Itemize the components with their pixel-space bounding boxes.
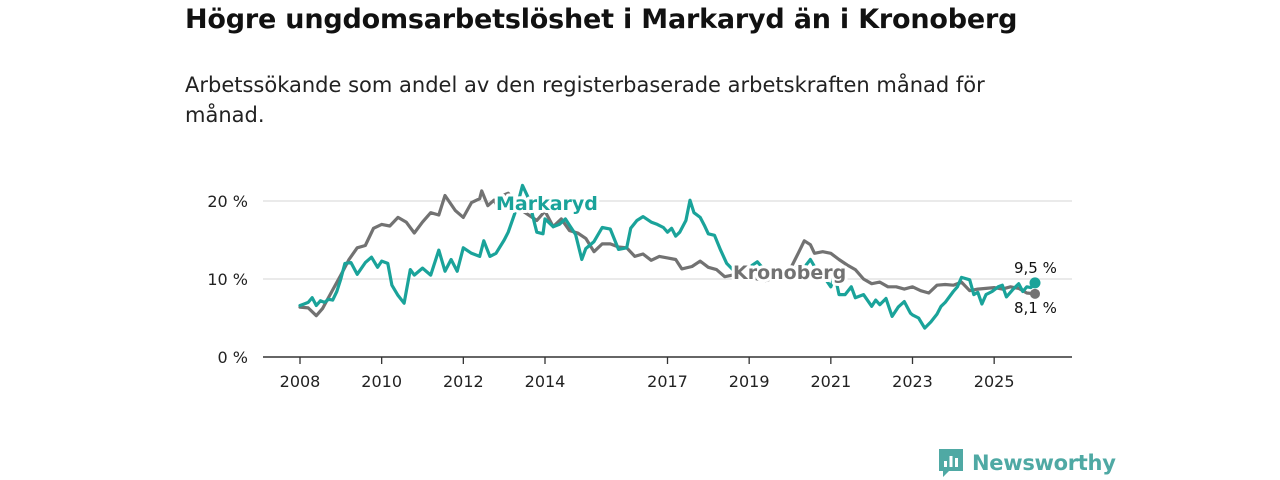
gridlines bbox=[263, 200, 1072, 280]
chart-title: Högre ungdomsarbetslöshet i Markaryd än … bbox=[185, 4, 1018, 35]
end-point-markaryd bbox=[1029, 277, 1041, 289]
x-tick-label: 2019 bbox=[729, 372, 770, 391]
x-tick-label: 2010 bbox=[361, 372, 402, 391]
brand-name: Newsworthy bbox=[972, 451, 1116, 475]
x-tick-label: 2023 bbox=[892, 372, 933, 391]
series-lines bbox=[298, 183, 1037, 330]
series-label-markaryd: Markaryd bbox=[496, 193, 598, 215]
x-tick-label: 2025 bbox=[974, 372, 1015, 391]
series-label-kronoberg: Kronoberg bbox=[733, 262, 846, 284]
x-tick-label: 2017 bbox=[647, 372, 688, 391]
x-tick-label: 2014 bbox=[525, 372, 566, 391]
newsworthy-logo: Newsworthy bbox=[937, 447, 1116, 479]
series-labels: 9,5 % 8,1 % Markaryd Kronoberg bbox=[493, 190, 1057, 317]
y-axis-ticks: 0 % 10 % 20 % bbox=[207, 192, 248, 367]
y-tick-label: 10 % bbox=[207, 270, 248, 289]
x-tick-label: 2008 bbox=[280, 372, 321, 391]
x-tick-label: 2012 bbox=[443, 372, 484, 391]
series-line-markaryd bbox=[298, 183, 1037, 330]
newsworthy-logo-icon bbox=[939, 449, 963, 477]
end-point-kronoberg bbox=[1030, 288, 1040, 299]
x-axis-ticks: 2008 2010 2012 2014 2017 2019 2021 2023 2025 bbox=[280, 357, 1015, 391]
series-line-kronoberg bbox=[298, 189, 1037, 318]
y-tick-label: 20 % bbox=[207, 192, 248, 211]
end-label-markaryd: 9,5 % bbox=[1014, 259, 1057, 277]
x-tick-label: 2021 bbox=[810, 372, 851, 391]
end-label-kronoberg: 8,1 % bbox=[1014, 299, 1057, 317]
chart-subtitle: Arbetssökande som andel av den registerb… bbox=[185, 73, 985, 127]
y-tick-label: 0 % bbox=[218, 348, 248, 367]
